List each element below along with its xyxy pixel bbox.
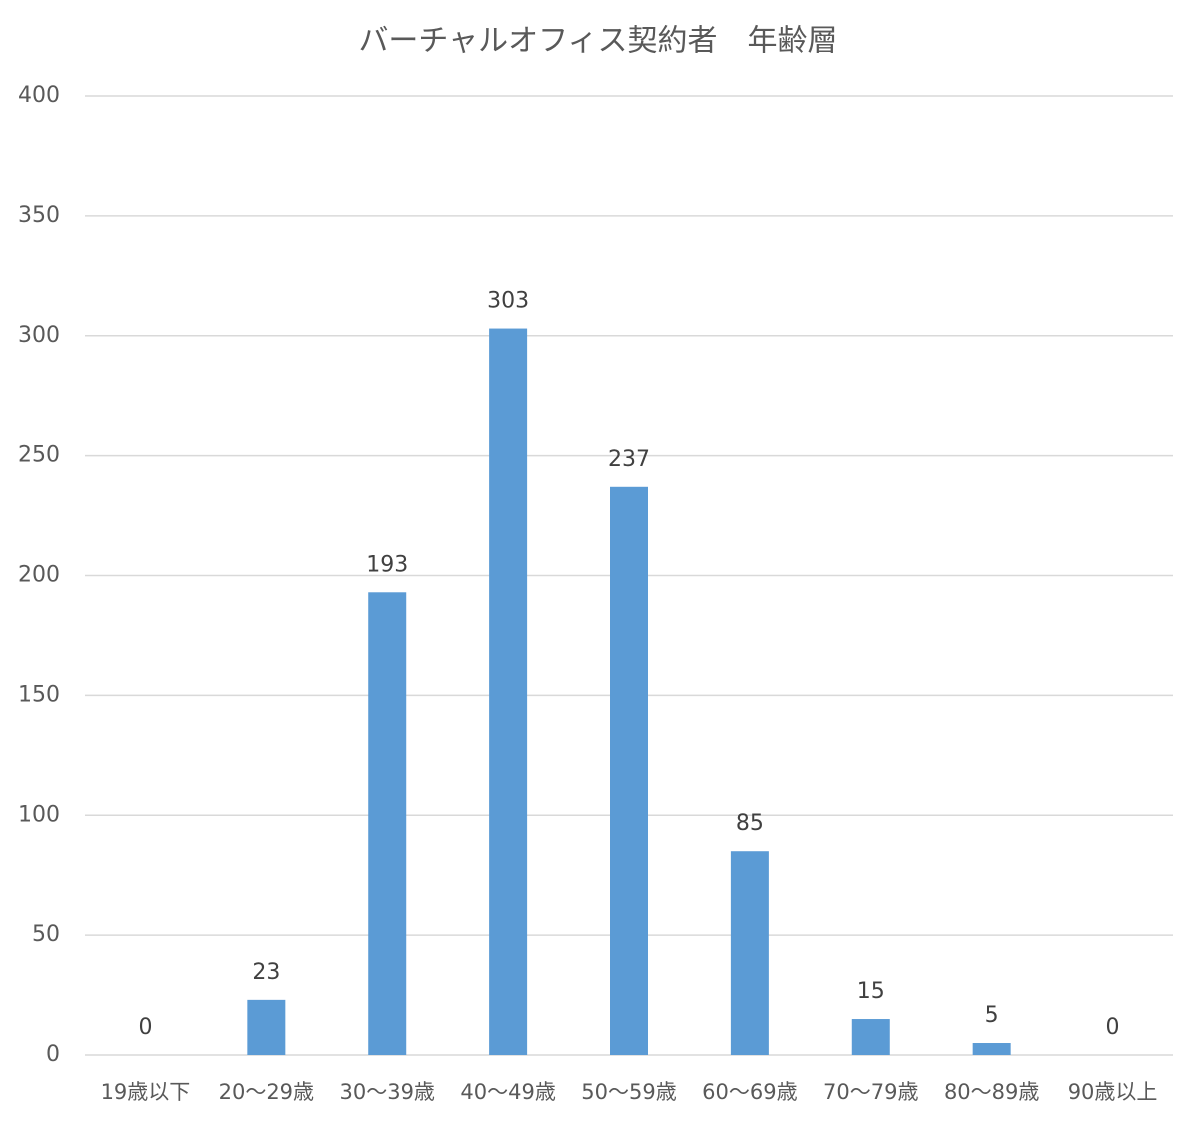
y-tick-label: 200	[18, 563, 60, 588]
y-tick-label: 0	[46, 1042, 60, 1067]
x-tick-label: 20～29歳	[219, 1080, 314, 1104]
data-label: 85	[736, 811, 764, 836]
chart-title: バーチャルオフィス契約者 年齢層	[358, 24, 837, 59]
data-label: 23	[252, 960, 280, 985]
y-tick-label: 400	[18, 83, 60, 108]
y-tick-label: 250	[18, 443, 60, 468]
x-tick-label: 30～39歳	[339, 1080, 434, 1104]
y-tick-label: 100	[18, 802, 60, 827]
bar	[851, 1019, 890, 1055]
data-label: 303	[487, 289, 529, 314]
x-tick-label: 80～89歳	[944, 1080, 1039, 1104]
bar	[610, 486, 648, 1056]
data-label: 5	[985, 1003, 999, 1028]
data-label: 193	[366, 552, 408, 577]
x-tick-label: 19歳以下	[101, 1080, 191, 1104]
data-label: 0	[1106, 1015, 1120, 1040]
y-tick-label: 150	[18, 682, 60, 707]
y-tick-label: 350	[18, 203, 60, 228]
bar	[972, 1043, 1011, 1055]
data-label: 0	[138, 1015, 152, 1040]
x-tick-label: 60～69歳	[702, 1080, 797, 1104]
bar	[368, 592, 407, 1055]
x-tick-label: 40～49歳	[460, 1080, 555, 1104]
data-label: 237	[608, 447, 650, 472]
data-label: 15	[857, 979, 885, 1004]
y-tick-label: 300	[18, 323, 60, 348]
x-tick-label: 70～79歳	[823, 1080, 918, 1104]
bar	[730, 851, 769, 1055]
y-tick-label: 50	[32, 922, 60, 947]
bar	[247, 999, 286, 1055]
bar	[489, 328, 528, 1055]
x-tick-label: 90歳以上	[1068, 1080, 1158, 1104]
x-tick-label: 50～59歳	[581, 1080, 676, 1104]
